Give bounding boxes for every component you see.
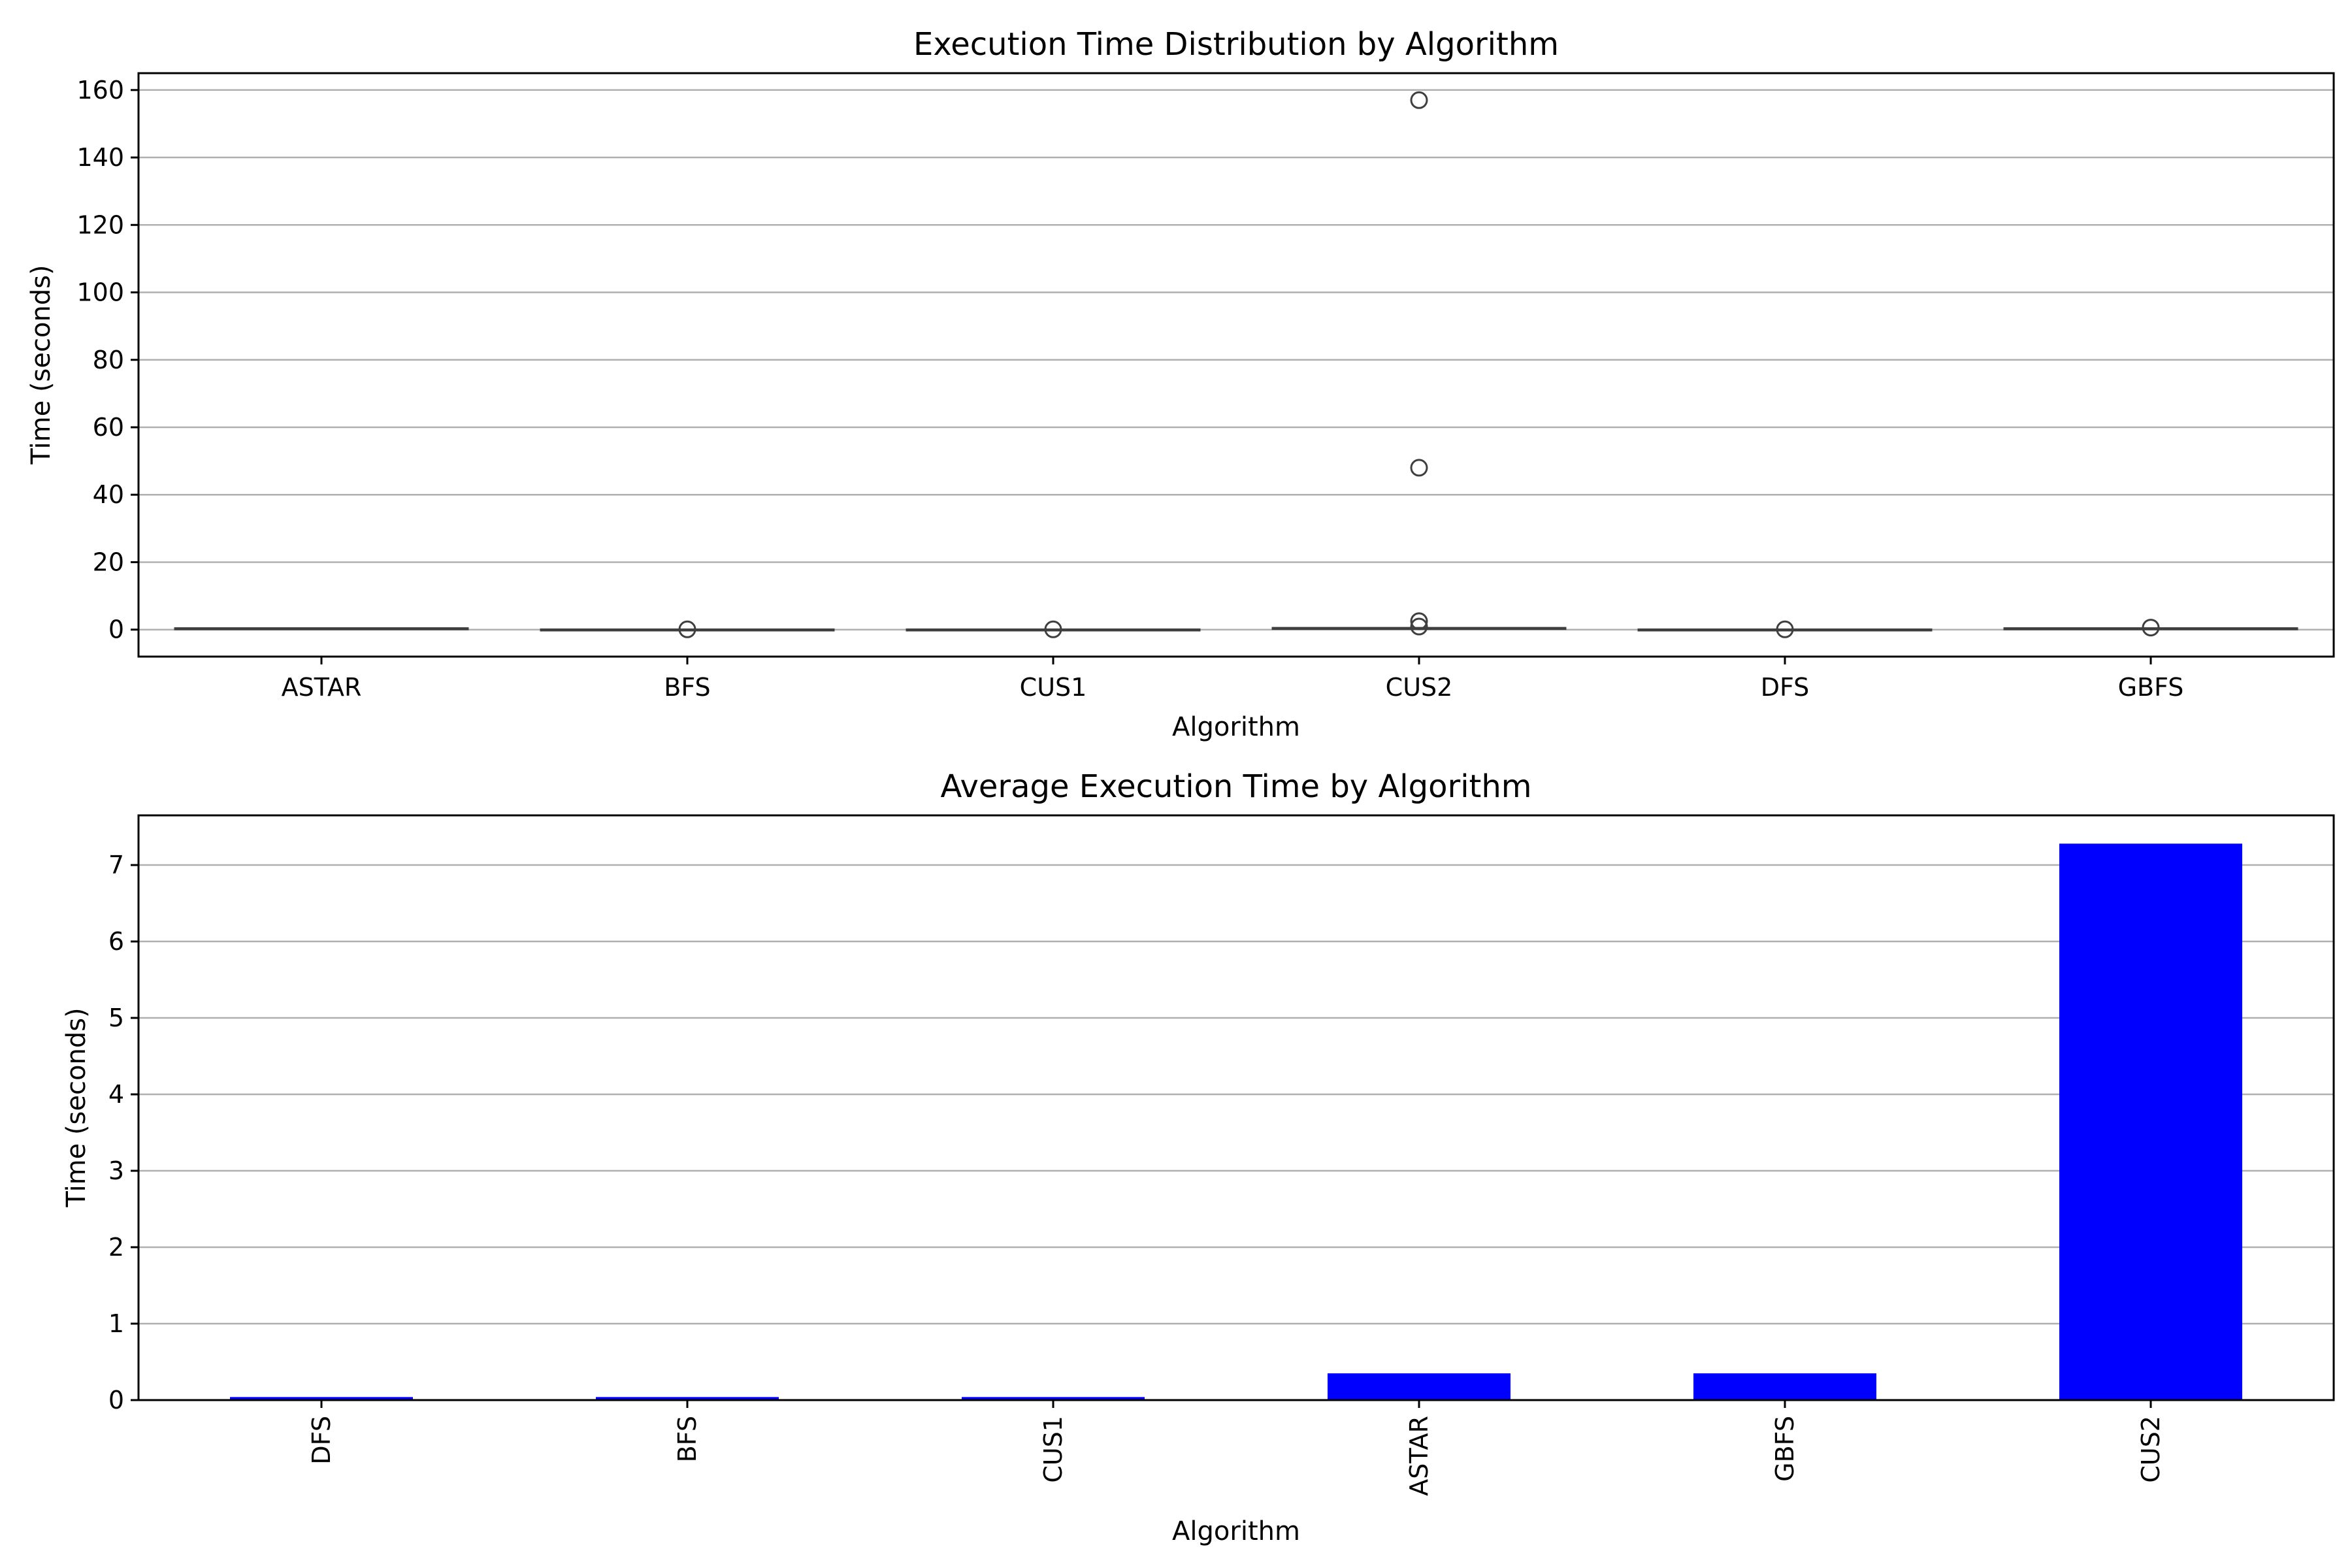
bar-gbfs (1693, 1373, 1876, 1400)
bar-chart-panel: Average Execution Time by Algorithm 0 1 2 3… (61, 768, 2335, 1546)
bar-xtick-label: GBFS (1771, 1416, 1799, 1482)
box-ytick-label: 20 (93, 547, 124, 576)
bar-bfs (596, 1397, 779, 1400)
box-ytick-label: 0 (108, 615, 124, 644)
bar-cus1 (962, 1397, 1145, 1400)
bar-xtick-label: ASTAR (1405, 1416, 1433, 1496)
box-bfs (540, 620, 835, 638)
bar-chart-frame (137, 814, 2335, 1401)
bar-ytick-label: 4 (108, 1080, 124, 1109)
box-ytick-label: 140 (76, 143, 124, 172)
box-dfs (1637, 620, 1933, 638)
box-outlier (1410, 91, 1428, 109)
box-ytick-label: 120 (76, 210, 124, 239)
box-cus2 (1271, 91, 1567, 636)
bar-chart-xlabel: Algorithm (1172, 1516, 1300, 1546)
box-astar (174, 627, 469, 630)
box-outlier (1410, 459, 1428, 477)
box-outlier (1044, 620, 1062, 638)
bar-ytick-label: 2 (108, 1233, 124, 1262)
bar-xtick-label: CUS1 (1039, 1416, 1068, 1483)
box-outlier (1776, 620, 1794, 638)
box-xtick-label: BFS (664, 673, 710, 702)
box-plot-frame (137, 72, 2335, 658)
bar-astar (1328, 1373, 1511, 1400)
bar-ytick-label: 6 (108, 927, 124, 956)
box-plot-title: Execution Time Distribution by Algorithm (913, 26, 1559, 63)
bar-ytick-label: 1 (108, 1309, 124, 1338)
box-xtick-label: ASTAR (282, 673, 362, 702)
bar-xtick-label: CUS2 (2136, 1416, 2165, 1483)
box-xtick-label: CUS1 (1020, 673, 1087, 702)
box-outlier (678, 620, 696, 638)
bar-ytick-label: 7 (108, 851, 124, 879)
box-outlier (2142, 619, 2160, 637)
box-plot-xlabel: Algorithm (1172, 712, 1300, 742)
box-ytick-label: 60 (93, 413, 124, 442)
bar-chart-title: Average Execution Time by Algorithm (940, 768, 1531, 805)
box-outlier (1410, 617, 1428, 636)
bar-cus2 (2059, 843, 2242, 1400)
box-plot-panel: Execution Time Distribution by Algorithm… (26, 26, 2335, 742)
bar-xtick-label: DFS (307, 1416, 336, 1465)
box-ytick-label: 100 (76, 278, 124, 307)
box-ytick-label: 40 (93, 480, 124, 509)
box-ytick-label: 160 (76, 76, 124, 105)
box-gbfs (2003, 619, 2298, 637)
bar-dfs (230, 1397, 413, 1400)
bar-chart-ylabel: Time (seconds) (61, 1007, 91, 1207)
bar-xtick-label: BFS (673, 1416, 702, 1462)
box-xtick-label: DFS (1761, 673, 1810, 702)
box-ytick-label: 80 (93, 346, 124, 374)
box-outlier (1410, 612, 1428, 630)
bar-ytick-label: 0 (108, 1386, 124, 1414)
bar-ytick-label: 3 (108, 1156, 124, 1185)
box-xtick-label: GBFS (2118, 673, 2184, 702)
box-cus1 (906, 620, 1201, 638)
box-xtick-label: CUS2 (1386, 673, 1453, 702)
bar-ytick-label: 5 (108, 1004, 124, 1032)
box-plot-ylabel: Time (seconds) (26, 265, 56, 465)
